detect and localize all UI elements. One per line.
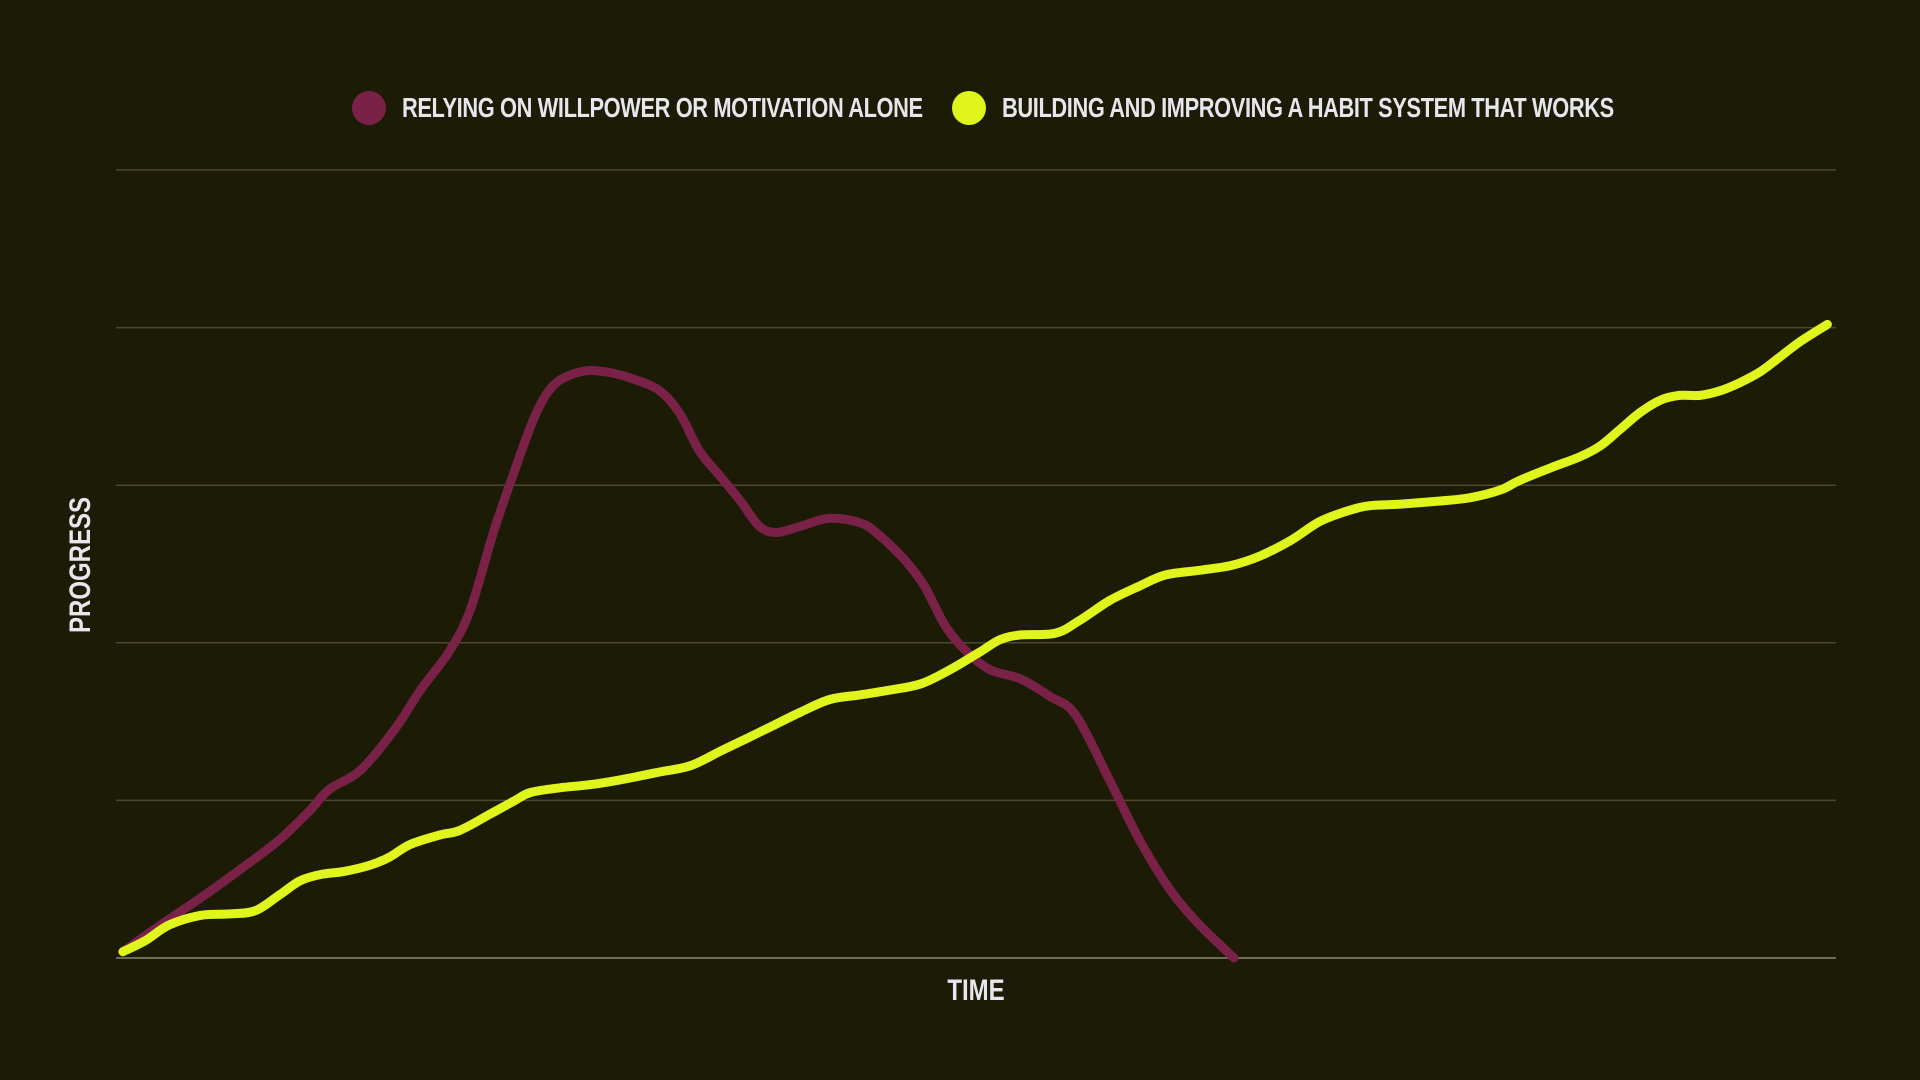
y-axis-label: PROGRESS bbox=[64, 496, 97, 634]
legend-item-habit-system[interactable]: BUILDING AND IMPROVING A HABIT SYSTEM TH… bbox=[952, 88, 1786, 128]
series-line-willpower bbox=[118, 366, 1239, 963]
series-line-habit-system bbox=[118, 319, 1832, 957]
series-lines bbox=[118, 319, 1832, 963]
legend-swatch-willpower bbox=[352, 91, 386, 125]
legend-swatch-habit-system bbox=[952, 91, 986, 125]
chart-legend: RELYING ON WILLPOWER OR MOTIVATION ALONE… bbox=[0, 88, 1920, 128]
legend-label-willpower: RELYING ON WILLPOWER OR MOTIVATION ALONE bbox=[402, 92, 923, 123]
legend-item-willpower[interactable]: RELYING ON WILLPOWER OR MOTIVATION ALONE bbox=[352, 88, 1070, 128]
x-axis-label: TIME bbox=[947, 974, 1005, 1007]
legend-label-habit-system: BUILDING AND IMPROVING A HABIT SYSTEM TH… bbox=[1002, 92, 1614, 123]
gridlines bbox=[116, 169, 1836, 959]
